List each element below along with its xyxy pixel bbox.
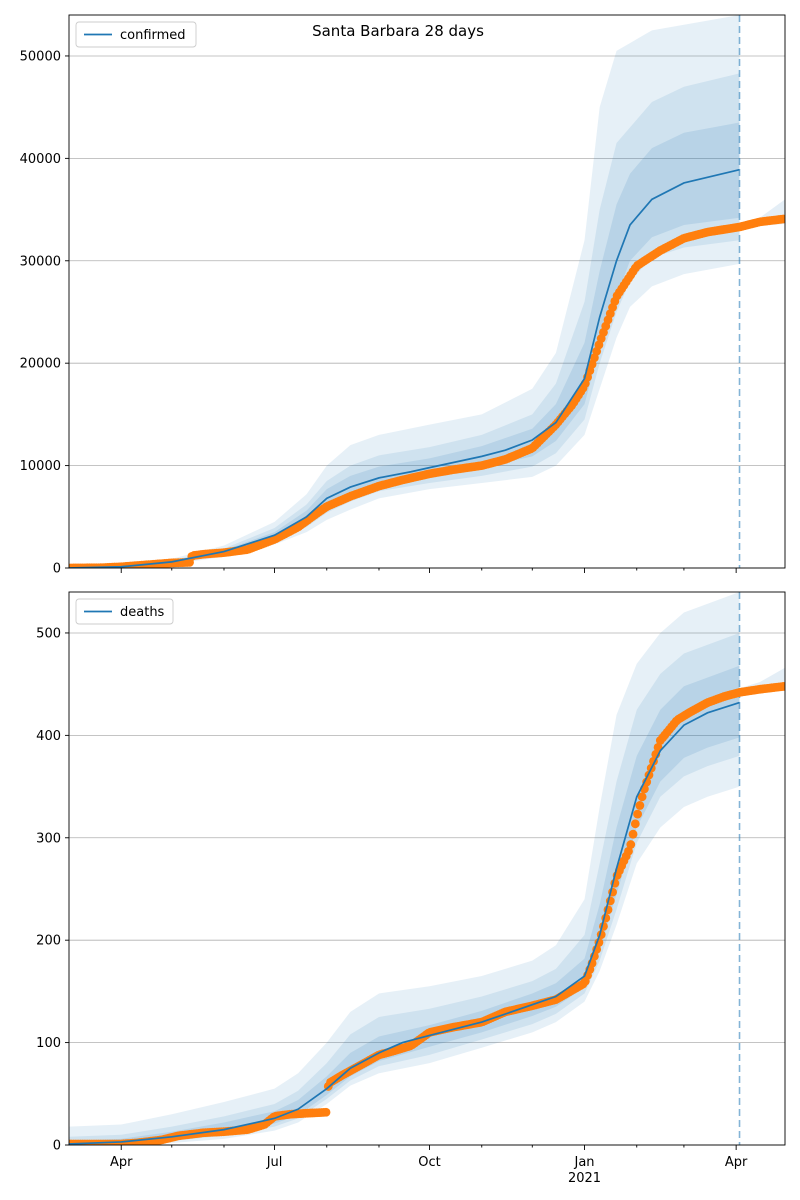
confidence-band-outer <box>69 592 740 1145</box>
observed-point <box>633 809 642 819</box>
plot-area <box>69 15 785 568</box>
fit-line <box>69 168 740 568</box>
axes-frame <box>68 591 786 1146</box>
x-tick-label: Oct <box>418 1155 440 1170</box>
observed-point <box>626 840 636 849</box>
fit-line <box>69 701 740 1145</box>
plot-area <box>69 592 785 1145</box>
observed-point <box>630 819 640 829</box>
legend-label: confirmed <box>120 28 186 43</box>
observed-point <box>778 682 785 691</box>
y-axis: 0 100 200 300 400 500 <box>36 626 69 1154</box>
confidence-band-inner <box>69 122 740 568</box>
y-tick-label: 0 <box>53 1139 61 1154</box>
confidence-band-middle <box>69 632 740 1145</box>
x-tick-label: Apr <box>725 1155 748 1170</box>
y-tick-label: 500 <box>36 626 61 641</box>
y-tick-label: 50000 <box>20 49 61 64</box>
legend-label: deaths <box>120 605 165 620</box>
observed-point <box>628 829 638 839</box>
y-tick-label: 200 <box>36 934 61 949</box>
x-tick-label: Apr <box>110 1155 133 1170</box>
legend: deaths <box>75 598 174 625</box>
observed-point <box>642 777 652 787</box>
y-axis: 0 10000 20000 30000 40000 50000 <box>20 49 69 577</box>
observed-point <box>321 1107 331 1117</box>
x-axis: Apr Jul Oct Jan Apr 2021 <box>110 1145 748 1186</box>
legend: confirmed <box>75 21 197 48</box>
legend-box <box>75 598 174 625</box>
y-tick-label: 400 <box>36 729 61 744</box>
observed-point <box>637 792 647 802</box>
x-tick-label: Jan <box>573 1155 594 1170</box>
confidence-band-middle <box>69 73 740 568</box>
confirmed-panel: 0 10000 20000 30000 40000 50000 confirmed <box>20 14 786 577</box>
observed-point <box>624 846 633 856</box>
chart-title: Santa Barbara 28 days <box>312 22 484 40</box>
confidence-band-outer <box>69 15 740 568</box>
deaths-panel: 0 100 200 300 400 500 Apr Jul Oct Jan Apr 2021 death… <box>36 591 786 1186</box>
x-tick-year-label: 2021 <box>568 1171 601 1186</box>
legend-box <box>75 21 197 48</box>
observed-point <box>635 801 645 810</box>
y-tick-label: 40000 <box>20 152 61 167</box>
y-tick-label: 100 <box>36 1036 61 1051</box>
observed-point <box>778 214 785 224</box>
x-axis <box>120 568 737 573</box>
y-tick-label: 30000 <box>20 254 61 269</box>
y-tick-label: 10000 <box>20 459 61 474</box>
y-tick-label: 300 <box>36 831 61 846</box>
axes-frame <box>68 14 786 569</box>
x-tick-label: Jul <box>266 1155 283 1170</box>
observed-points <box>69 682 785 1145</box>
y-tick-label: 0 <box>53 562 61 577</box>
y-tick-label: 20000 <box>20 357 61 372</box>
